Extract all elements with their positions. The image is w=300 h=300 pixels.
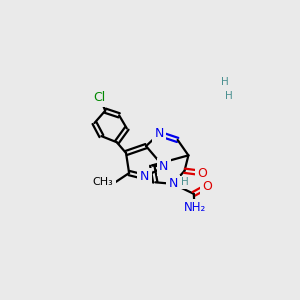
Text: N: N <box>159 160 168 173</box>
Text: O: O <box>203 180 213 193</box>
Text: O: O <box>197 167 207 180</box>
Text: NH₂: NH₂ <box>183 201 206 214</box>
Text: H: H <box>182 177 189 187</box>
Text: Cl: Cl <box>94 91 106 104</box>
Text: N: N <box>140 170 149 183</box>
Text: CH₃: CH₃ <box>93 177 113 187</box>
Text: N: N <box>168 177 178 190</box>
Text: H: H <box>221 77 229 87</box>
Text: N: N <box>154 127 164 140</box>
Text: H: H <box>225 91 233 101</box>
